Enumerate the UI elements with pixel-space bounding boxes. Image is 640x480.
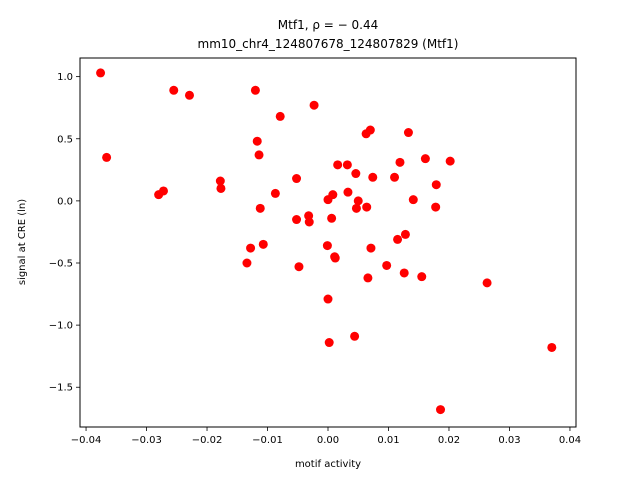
data-point: [482, 278, 492, 288]
data-point: [395, 157, 405, 167]
data-point: [350, 331, 360, 341]
data-point: [184, 90, 194, 100]
data-point: [342, 160, 352, 170]
data-point: [323, 294, 333, 304]
data-point: [258, 239, 268, 249]
data-point: [169, 85, 179, 95]
x-tick-label: 0.00: [317, 435, 339, 446]
data-point: [547, 342, 557, 352]
data-point: [382, 260, 392, 270]
data-point: [445, 156, 455, 166]
data-point: [328, 190, 338, 200]
data-point: [420, 154, 430, 164]
y-tick-label: 0.5: [57, 134, 73, 145]
data-point: [330, 253, 340, 263]
x-tick-label: 0.03: [498, 435, 520, 446]
x-tick-label: −0.03: [131, 435, 162, 446]
data-point: [102, 152, 112, 162]
data-point: [436, 405, 446, 415]
data-point: [431, 202, 441, 212]
data-point: [403, 128, 413, 138]
data-point: [250, 85, 260, 95]
data-point: [366, 243, 376, 253]
data-point: [351, 169, 361, 179]
y-tick-label: 0.0: [57, 196, 73, 207]
data-point: [365, 125, 375, 135]
data-point: [255, 203, 265, 213]
data-point: [275, 111, 285, 121]
data-point: [393, 234, 403, 244]
x-tick-label: −0.01: [252, 435, 283, 446]
data-point: [368, 172, 378, 182]
data-point: [294, 262, 304, 272]
y-tick-label: 1.0: [57, 72, 73, 83]
data-point: [309, 100, 319, 110]
data-point: [292, 174, 302, 184]
data-point: [215, 176, 225, 186]
chart-title-line2: mm10_chr4_124807678_124807829 (Mtf1): [198, 37, 459, 51]
chart-title-line1: Mtf1, ρ = − 0.44: [278, 18, 378, 32]
x-tick-label: 0.01: [377, 435, 399, 446]
y-axis-ticks: 1.0 0.5 0.0 −0.5 −1.0 −1.5: [49, 72, 80, 394]
data-point: [431, 180, 441, 190]
data-point: [158, 186, 168, 196]
y-tick-label: −1.5: [49, 383, 73, 394]
data-point: [327, 213, 337, 223]
data-point: [292, 215, 302, 225]
data-point: [333, 160, 343, 170]
data-point: [351, 203, 361, 213]
data-point: [363, 273, 373, 283]
data-point: [96, 68, 106, 78]
data-point: [399, 268, 409, 278]
data-point: [408, 195, 418, 205]
data-point: [270, 188, 280, 198]
x-tick-label: 0.02: [438, 435, 460, 446]
x-axis-ticks: −0.04 −0.03 −0.02 −0.01 0.00 0.01 0.02 0.03 0.04: [71, 427, 581, 446]
data-points-layer: [96, 68, 557, 415]
data-point: [322, 241, 332, 251]
data-point: [343, 187, 353, 197]
data-point: [353, 196, 363, 206]
y-axis-label: signal at CRE (ln): [17, 199, 28, 285]
data-point: [400, 229, 410, 239]
x-axis-label: motif activity: [295, 459, 361, 470]
data-point: [252, 136, 262, 146]
data-point: [304, 217, 314, 227]
x-tick-label: −0.02: [192, 435, 223, 446]
y-tick-label: −1.0: [49, 321, 73, 332]
data-point: [390, 172, 400, 182]
data-point: [417, 272, 427, 282]
data-point: [254, 150, 264, 160]
data-point: [242, 258, 252, 268]
data-point: [216, 183, 226, 193]
data-point: [246, 243, 256, 253]
y-tick-label: −0.5: [49, 259, 73, 270]
x-tick-label: −0.04: [71, 435, 102, 446]
data-point: [362, 202, 372, 212]
data-point: [324, 338, 334, 348]
x-tick-label: 0.04: [559, 435, 581, 446]
